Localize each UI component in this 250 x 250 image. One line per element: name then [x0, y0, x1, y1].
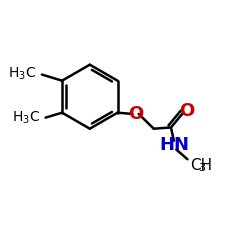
Text: O: O — [128, 105, 143, 123]
Text: O: O — [179, 102, 194, 120]
Text: CH: CH — [190, 158, 212, 173]
Text: HN: HN — [159, 136, 189, 154]
Text: $\mathregular{H_3C}$: $\mathregular{H_3C}$ — [12, 110, 40, 126]
Text: 3: 3 — [198, 163, 205, 173]
Text: $\mathregular{H_3C}$: $\mathregular{H_3C}$ — [8, 66, 36, 82]
